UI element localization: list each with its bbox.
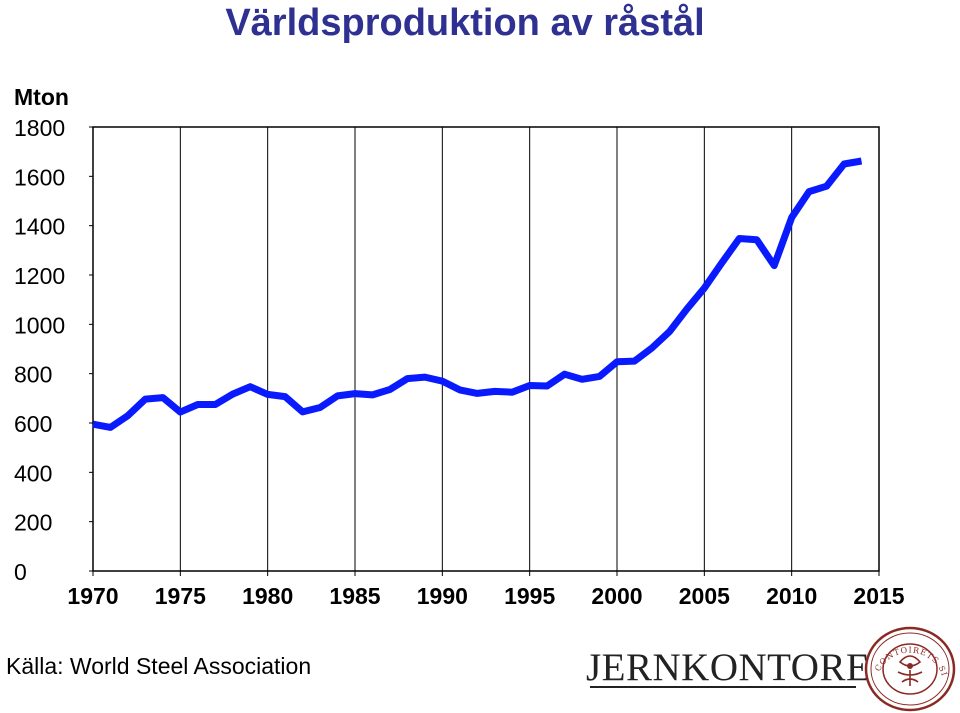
y-axis-unit: Mton bbox=[14, 84, 69, 110]
x-tick-label-2010: 2010 bbox=[766, 583, 817, 609]
y-tick-labels: 0 200 400 600 800 1000 1200 1400 1600 1800 bbox=[14, 115, 65, 585]
x-tick-label-1995: 1995 bbox=[504, 583, 555, 609]
x-tick-label-1990: 1990 bbox=[417, 583, 468, 609]
y-tick-label-1600: 1600 bbox=[14, 164, 65, 190]
chart-title: Världsproduktion av råstål bbox=[225, 2, 705, 44]
jernkontoret-logo: JERNKONTORET bbox=[586, 646, 895, 689]
y-tick-label-1000: 1000 bbox=[14, 312, 65, 338]
logo-underline bbox=[590, 686, 856, 688]
series-world-production bbox=[92, 157, 863, 431]
y-tick-label-600: 600 bbox=[14, 411, 52, 437]
x-tick-label-1985: 1985 bbox=[329, 583, 380, 609]
x-tick-label-2000: 2000 bbox=[591, 583, 642, 609]
x-tick-label-2015: 2015 bbox=[853, 583, 904, 609]
y-tick-label-200: 200 bbox=[14, 510, 52, 536]
series-line bbox=[92, 157, 863, 431]
y-tick-label-400: 400 bbox=[14, 460, 52, 486]
seal-icon: JERN CONTOIRETS SIGILL bbox=[864, 626, 956, 712]
grid-lines bbox=[89, 126, 880, 576]
x-tick-label-2005: 2005 bbox=[679, 583, 730, 609]
x-tick-label-1980: 1980 bbox=[242, 583, 293, 609]
y-tick-label-1200: 1200 bbox=[14, 263, 65, 289]
y-tick-label-0: 0 bbox=[14, 559, 27, 585]
source-note: Källa: World Steel Association bbox=[6, 653, 312, 679]
y-tick-label-800: 800 bbox=[14, 362, 52, 388]
plot-frame bbox=[92, 126, 880, 572]
y-tick-label-1400: 1400 bbox=[14, 214, 65, 240]
x-tick-labels: 1970 1975 1980 1985 1990 1995 2000 2005 2010 2015 bbox=[67, 583, 904, 609]
y-tick-label-1800: 1800 bbox=[14, 115, 65, 141]
x-tick-label-1970: 1970 bbox=[67, 583, 118, 609]
x-tick-label-1975: 1975 bbox=[155, 583, 206, 609]
